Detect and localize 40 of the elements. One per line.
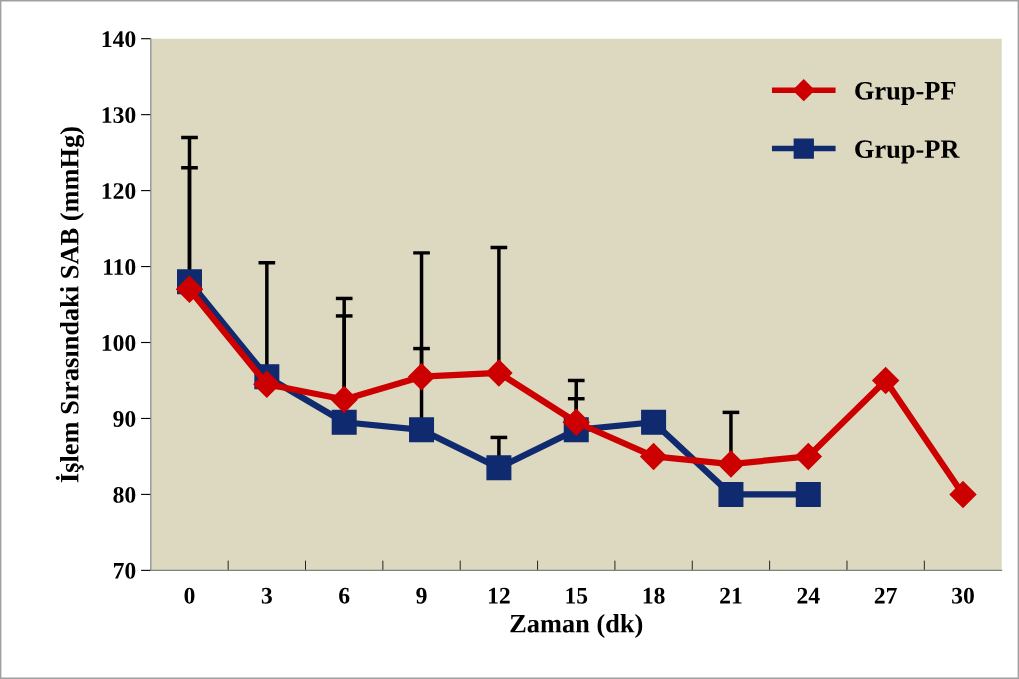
point bbox=[330, 386, 358, 413]
y-tick-label: 100 bbox=[102, 335, 136, 351]
y-tick-label: 80 bbox=[113, 486, 136, 503]
x-tick-label: 21 bbox=[720, 587, 742, 604]
point bbox=[872, 367, 900, 394]
x-tick-label: 30 bbox=[952, 587, 974, 604]
point bbox=[641, 409, 667, 435]
legend-label: Grup-PR bbox=[855, 140, 960, 164]
y-axis-title: İşlem Sırasındaki SAB (mmHg) bbox=[55, 127, 85, 483]
x-tick-label: 9 bbox=[416, 587, 427, 604]
x-tick-label: 27 bbox=[874, 587, 897, 604]
y-tick-label: 130 bbox=[102, 107, 136, 124]
legend-label: Grup-PF bbox=[855, 81, 956, 106]
point bbox=[486, 455, 512, 481]
point bbox=[717, 450, 745, 478]
x-tick-label: 6 bbox=[339, 587, 350, 604]
point bbox=[408, 363, 436, 391]
point bbox=[949, 480, 977, 508]
point bbox=[176, 275, 203, 303]
y-tick-label: 110 bbox=[104, 259, 136, 275]
point bbox=[331, 409, 357, 435]
x-tick-label: 24 bbox=[797, 587, 820, 604]
x-axis-title: Zaman (dk) bbox=[510, 613, 643, 638]
point bbox=[794, 442, 822, 470]
point bbox=[485, 359, 513, 387]
x-tick-label: 15 bbox=[566, 587, 588, 604]
point bbox=[795, 481, 821, 507]
y-tick-label: 70 bbox=[113, 562, 136, 579]
point bbox=[409, 417, 435, 443]
x-tick-label: 18 bbox=[643, 587, 665, 604]
x-tick-label: 12 bbox=[488, 587, 510, 604]
point bbox=[562, 408, 590, 436]
x-tick-label: 3 bbox=[261, 587, 272, 604]
point bbox=[253, 370, 281, 398]
y-tick-label: 140 bbox=[102, 31, 136, 48]
y-tick-label: 90 bbox=[113, 410, 136, 427]
point bbox=[718, 481, 744, 507]
x-tick-label: 0 bbox=[184, 587, 195, 604]
point bbox=[640, 442, 668, 470]
y-tick-label: 120 bbox=[102, 183, 136, 200]
